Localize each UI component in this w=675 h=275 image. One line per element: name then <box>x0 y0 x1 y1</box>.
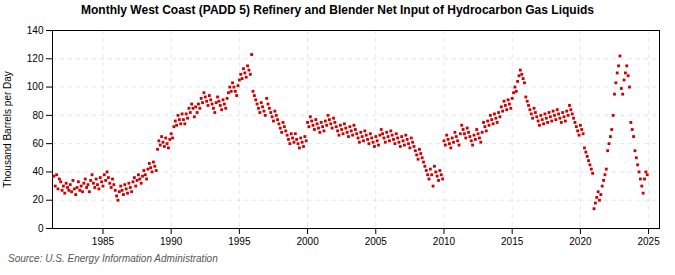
svg-text:2000: 2000 <box>296 236 319 247</box>
svg-text:40: 40 <box>32 166 44 177</box>
svg-text:20: 20 <box>32 194 44 205</box>
svg-text:140: 140 <box>27 25 44 36</box>
svg-text:2005: 2005 <box>365 236 388 247</box>
svg-text:80: 80 <box>32 110 44 121</box>
html-text:Source: U.S. Energy Informatio: Source: U.S. Energy Information Administ… <box>8 253 218 264</box>
svg-text:2025: 2025 <box>637 236 660 247</box>
svg-text:Thousand Barrels per Day: Thousand Barrels per Day <box>2 71 13 188</box>
svg-text:2020: 2020 <box>569 236 592 247</box>
svg-text:2010: 2010 <box>433 236 456 247</box>
svg-text:100: 100 <box>27 81 44 92</box>
svg-text:1990: 1990 <box>160 236 183 247</box>
svg-text:0: 0 <box>38 223 44 234</box>
svg-text:1985: 1985 <box>92 236 115 247</box>
svg-text:120: 120 <box>27 53 44 64</box>
svg-text:2015: 2015 <box>501 236 524 247</box>
svg-text:60: 60 <box>32 138 44 149</box>
svg-text:1995: 1995 <box>228 236 251 247</box>
html-text:Monthly West Coast (PADD 5) Re: Monthly West Coast (PADD 5) Refinery and… <box>81 3 594 17</box>
